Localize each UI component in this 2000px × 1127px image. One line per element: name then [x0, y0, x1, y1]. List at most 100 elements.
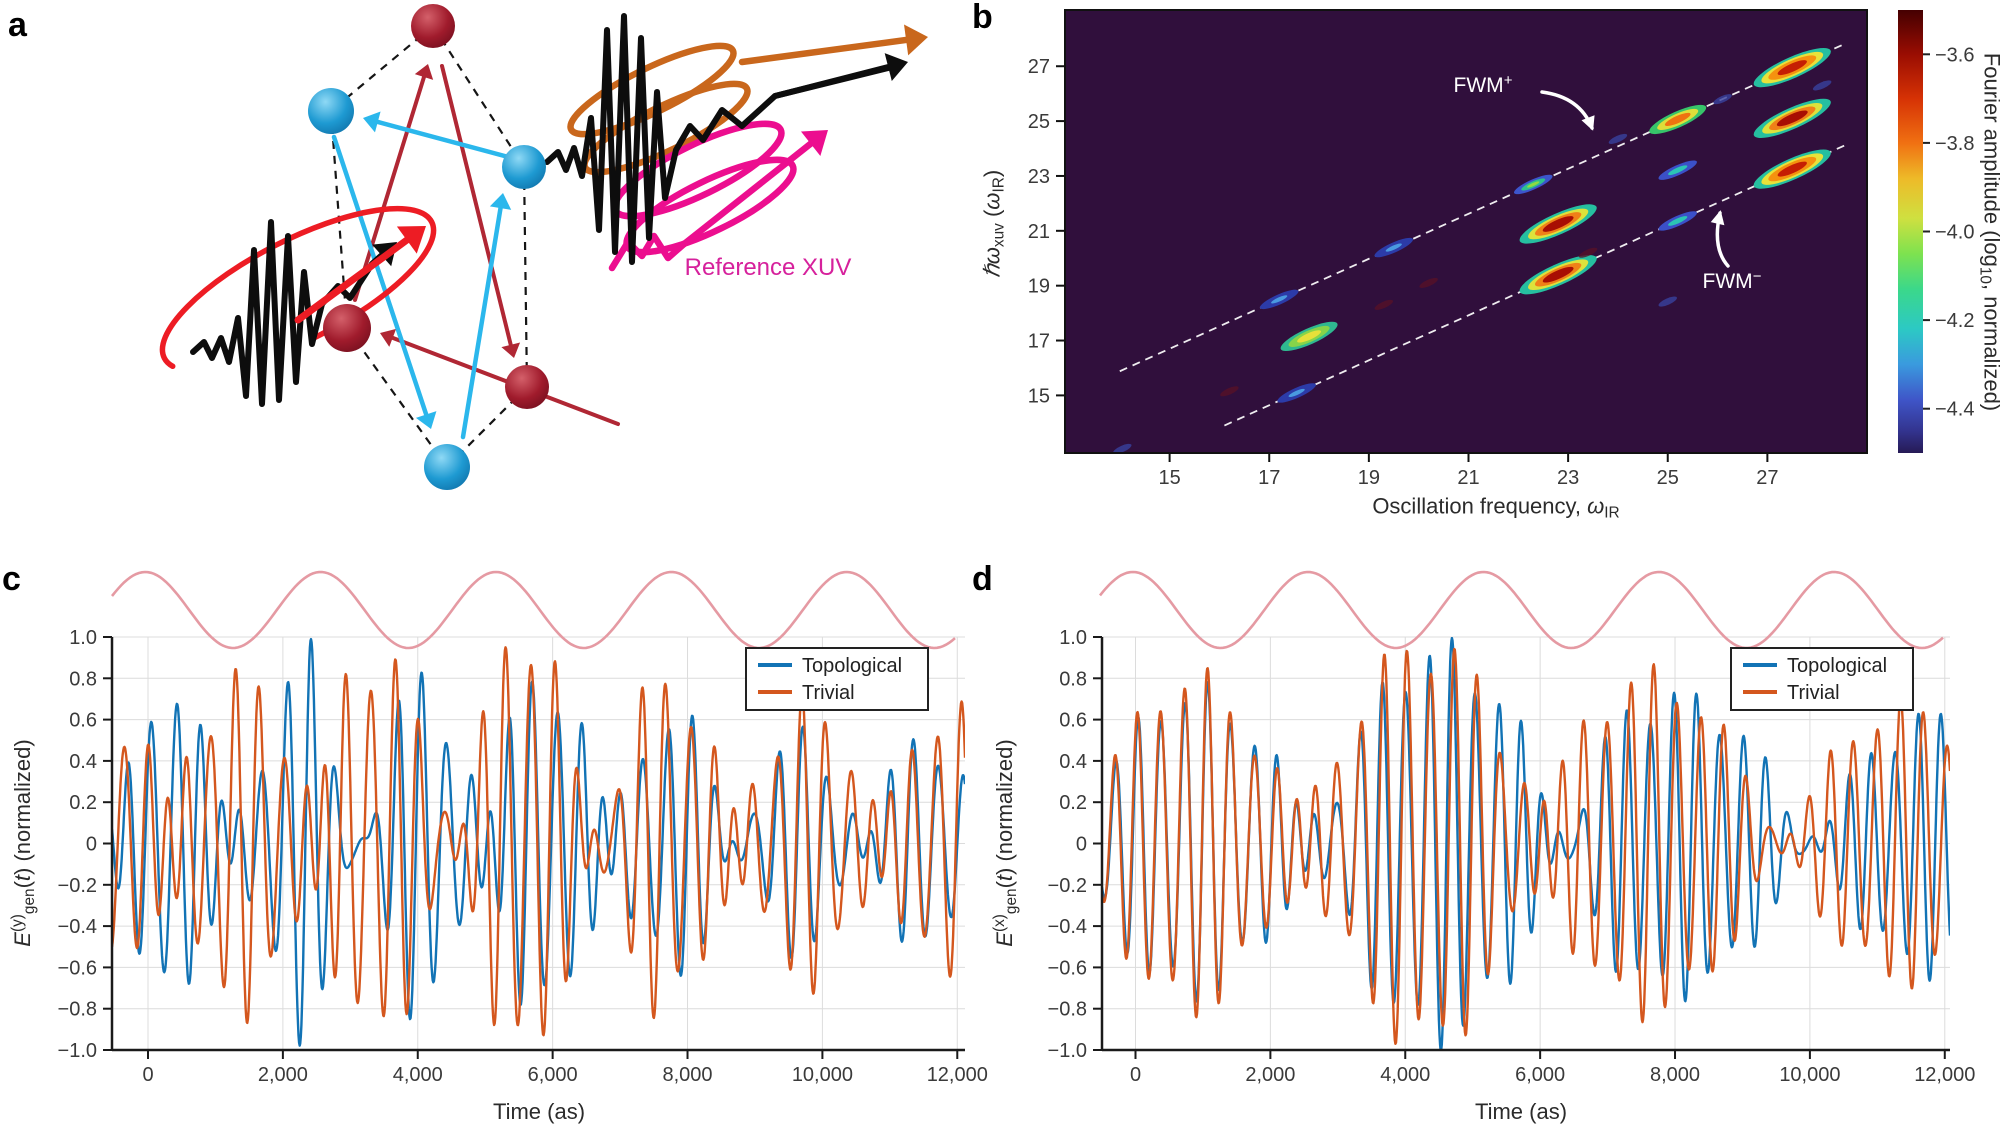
- legend-entry-topological: Topological: [1787, 655, 1887, 677]
- transition-arrow: [331, 134, 437, 429]
- label-segment: xuv: [990, 223, 1008, 248]
- lattice-site-blue: [424, 444, 470, 490]
- transition-arrow: [363, 111, 515, 161]
- x-tick-label: 6,000: [1515, 1064, 1565, 1086]
- series-trivial: [112, 646, 965, 1037]
- lattice-bond: [346, 327, 448, 468]
- reference-xuv-label: Reference XUV: [684, 254, 852, 281]
- y-tick-label: 0.2: [69, 792, 97, 814]
- fwm-label: FWM−: [1703, 268, 1762, 293]
- label-segment: (: [979, 209, 1005, 224]
- label-segment: ω: [1587, 493, 1605, 519]
- label-segment: 10: [1976, 266, 1994, 284]
- fwm-signal-blob: [1658, 296, 1677, 307]
- y-tick-label: 0.6: [69, 710, 97, 732]
- x-tick-label: 8,000: [1650, 1064, 1700, 1086]
- y-tick-label: 0: [1076, 834, 1087, 856]
- y-tick-label: 0.6: [1059, 710, 1087, 732]
- panel-letter-c: c: [2, 560, 21, 598]
- y-tick-label: 1.0: [1059, 627, 1087, 649]
- x-tick-label: 10,000: [1779, 1064, 1840, 1086]
- legend-entry-topological: Topological: [802, 655, 902, 677]
- y-tick-label: −0.2: [58, 875, 97, 897]
- transition-arrow: [353, 64, 434, 302]
- ir-reference-wave: [110, 570, 956, 650]
- y-tick-label: 0.2: [1059, 792, 1087, 814]
- lattice-site-blue: [502, 145, 546, 189]
- panel-letter-b: b: [972, 0, 993, 36]
- fwm-signal-blob: [1513, 174, 1553, 195]
- y-tick-label: −1.0: [58, 1040, 97, 1062]
- legend-entry-trivial: Trivial: [802, 682, 855, 704]
- y-tick-label: 23: [1028, 166, 1050, 188]
- label-segment: t: [991, 874, 1017, 882]
- ir-polarization-loop: [159, 205, 437, 375]
- fwm-label: FWM+: [1454, 72, 1513, 97]
- x-tick-label: 0: [142, 1064, 153, 1086]
- colorbar-tick-label: −3.6: [1935, 44, 1974, 66]
- series-trivial: [1102, 647, 1950, 1045]
- fwm-signal-blob: [1280, 321, 1338, 352]
- panel-d-xlabel: Time (as): [1474, 1099, 1568, 1124]
- lattice-bond: [522, 166, 529, 388]
- y-tick-label: −1.0: [1048, 1040, 1087, 1062]
- x-tick-label: 10,000: [792, 1064, 853, 1086]
- y-tick-label: 27: [1028, 56, 1050, 78]
- fwm-signal-blob: [1374, 299, 1394, 310]
- transition-arrow: [460, 193, 512, 440]
- colorbar-tick-label: −3.8: [1935, 133, 1974, 155]
- y-tick-label: 1.0: [69, 627, 97, 649]
- x-tick-label: 15: [1158, 467, 1180, 489]
- panel-letter-a: a: [8, 6, 27, 44]
- y-tick-label: 21: [1028, 221, 1050, 243]
- fwm-pointer-arrowhead: [1581, 115, 1595, 131]
- y-tick-label: 0.4: [69, 751, 97, 773]
- fwm-signal-blob: [1713, 94, 1732, 105]
- fwm-pointer-arrowhead: [1710, 210, 1725, 226]
- y-tick-label: −0.4: [58, 916, 97, 938]
- heatmap-background: [1065, 10, 1867, 453]
- fwm-signal-blob: [1812, 80, 1832, 91]
- lattice-bond: [432, 25, 525, 168]
- reference-xuv-waveform: [608, 232, 688, 272]
- x-tick-label: 19: [1358, 467, 1380, 489]
- y-tick-label: 0.8: [69, 668, 97, 690]
- y-tick-label: −0.8: [58, 999, 97, 1021]
- reference-xuv-arrow: [680, 130, 828, 248]
- colorbar-label: Fourier amplitude (log10, normalized): [1976, 53, 2000, 411]
- x-tick-label: 8,000: [662, 1064, 712, 1086]
- panel-letter-d: d: [972, 560, 993, 598]
- colorbar-tick-label: −4.0: [1935, 222, 1974, 244]
- panel-b-ylabel: ℏωxuv (ωIR): [980, 170, 1009, 278]
- x-tick-label: 27: [1756, 467, 1778, 489]
- x-tick-label: 17: [1258, 467, 1280, 489]
- xuv-pulse-arrowhead: [772, 53, 908, 99]
- fwm-signal-blob: [1578, 247, 1598, 258]
- colorbar: [1898, 10, 1923, 453]
- label-segment: (: [9, 881, 35, 889]
- fwm-signal-blob: [1113, 443, 1132, 454]
- x-tick-label: 23: [1557, 467, 1579, 489]
- label-segment: gen: [20, 888, 38, 915]
- ir-field-arrow: [294, 226, 426, 324]
- panel-b-heatmap: FWM+ FWM− 15 17 19 21 23 25 27 15 17 19 21 23 25 27 −3.6…: [1028, 9, 1974, 489]
- fwm-signal-blob: [1277, 383, 1316, 403]
- lattice-site-red: [323, 304, 371, 352]
- x-tick-label: 4,000: [393, 1064, 443, 1086]
- fwm-signal-blob: [1753, 47, 1831, 88]
- y-tick-label: 17: [1028, 331, 1050, 353]
- y-tick-label: −0.6: [1048, 957, 1087, 979]
- label-segment: E: [9, 932, 35, 947]
- xuv-pulse-waveform: [544, 13, 899, 265]
- label-segment: ℏω: [979, 247, 1005, 279]
- x-tick-label: 12,000: [927, 1064, 988, 1086]
- panel-d-ylabel: E(x)gen(t) (normalized): [991, 739, 1021, 946]
- label-segment: ) (normalized): [9, 739, 35, 875]
- fwm-signal-blob: [1259, 289, 1299, 310]
- label-segment: E: [991, 932, 1017, 947]
- y-tick-label: 0.8: [1059, 668, 1087, 690]
- label-segment: , normalized): [1979, 284, 2000, 412]
- y-tick-label: −0.8: [1048, 999, 1087, 1021]
- colorbar-tick-label: −4.2: [1935, 310, 1974, 332]
